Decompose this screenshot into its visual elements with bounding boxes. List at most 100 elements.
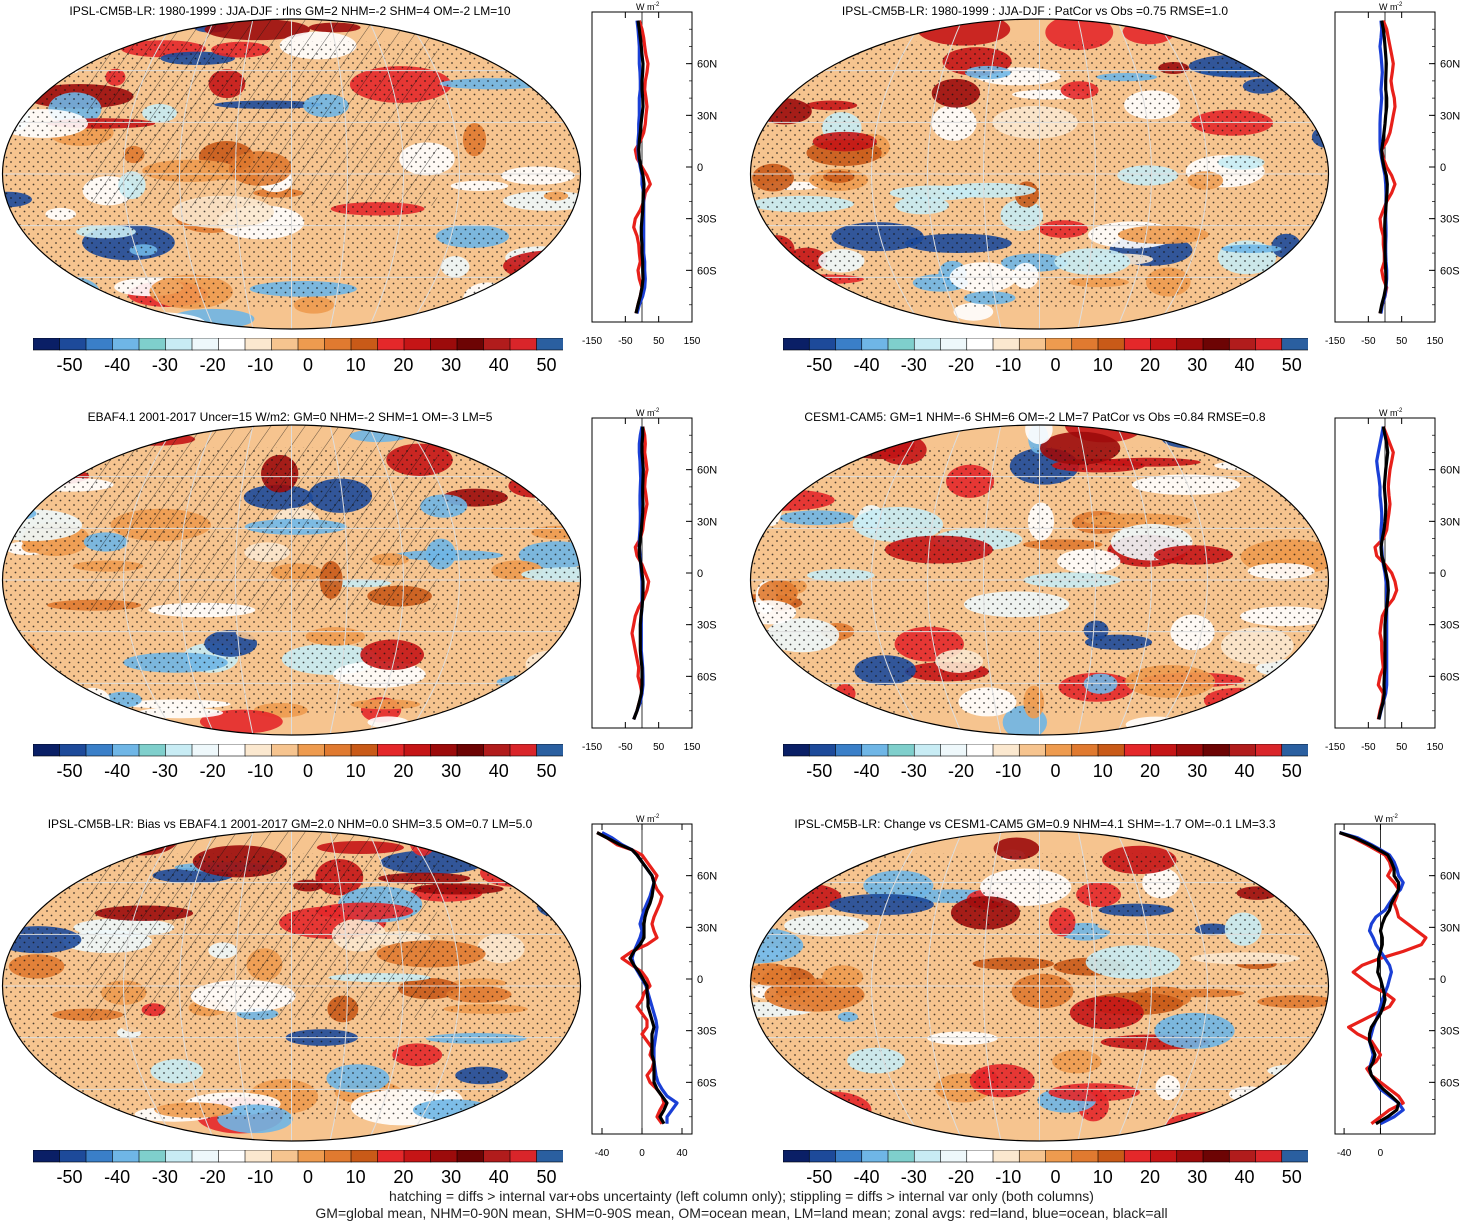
colorbar <box>783 744 1308 757</box>
colorbar-swatch <box>861 1150 889 1163</box>
colorbar-tick-label: -50 <box>56 355 83 375</box>
anomaly-blob <box>1125 716 1187 733</box>
meridian-line <box>123 425 177 735</box>
anomaly-blob <box>505 296 532 317</box>
colorbar-swatch <box>835 338 863 351</box>
colorbar-tick-label: 20 <box>1139 355 1161 375</box>
colorbar-swatch <box>1202 744 1231 757</box>
colorbar-swatch <box>887 1150 916 1163</box>
anomaly-blob <box>57 309 81 329</box>
x-tick-label: -150 <box>582 336 602 347</box>
colorbar-labels: -50 -40 -30 -20 -10 0 10 20 30 40 50 <box>33 355 563 379</box>
lat-tick-label: 0 <box>1440 568 1446 580</box>
colorbar-tick-label: 0 <box>302 1167 313 1187</box>
colorbar-tick-label: -50 <box>806 761 833 781</box>
colorbar-swatch <box>1018 744 1047 757</box>
zonal-mean-plot: 60N 30N 0 30S 60S -40 0 W m -2 <box>1334 814 1460 1159</box>
map-border <box>1 830 582 1142</box>
colorbar-swatch <box>1150 744 1178 757</box>
anomaly-blob <box>2 1058 20 1093</box>
lat-tick-label: 60N <box>697 59 717 71</box>
colorbar-tick-label: 10 <box>345 1167 366 1187</box>
colorbar-swatch <box>85 338 114 351</box>
meridian-line <box>871 425 925 735</box>
colorbar <box>783 338 1308 351</box>
zonal-mean-plot: 60N 30N 0 30S 60S -150 -50 50 150 W m -2 <box>1325 408 1460 753</box>
colorbar-tick-label: -30 <box>900 1167 927 1187</box>
anomaly-blob <box>105 831 169 848</box>
colorbar-swatch <box>324 1150 352 1163</box>
panel-title: EBAF4.1 2001-2017 Uncer=15 W/m2: GM=0 NH… <box>87 410 493 424</box>
x-tick-label: 0 <box>639 1148 645 1159</box>
anomaly-blob <box>518 700 581 730</box>
panel-title: CESM1-CAM5: GM=1 NHM=-6 SHM=6 OM=-2 LM=7… <box>804 410 1266 424</box>
lat-tick-label: 30S <box>697 1026 717 1038</box>
colorbar-tick-label: 20 <box>393 761 414 781</box>
colorbar-swatch <box>1202 338 1231 351</box>
colorbar-swatch <box>456 338 485 351</box>
colorbar-labels: -50 -40 -30 -20 -10 0 10 20 30 40 50 <box>783 355 1308 379</box>
meridian-line <box>1154 19 1208 329</box>
colorbar-tick-label: 20 <box>1139 761 1161 781</box>
colorbar-swatch <box>324 338 352 351</box>
colorbar-tick-label: 30 <box>1187 761 1208 781</box>
units-label: W m <box>1379 2 1398 12</box>
anomaly-blob <box>823 1122 896 1141</box>
world-map <box>749 830 1330 1142</box>
colorbar-swatch <box>350 1150 379 1163</box>
colorbar-swatch <box>536 1150 563 1163</box>
colorbar-swatch <box>992 1150 1021 1163</box>
colorbar-swatch <box>244 338 273 351</box>
anomaly-blob <box>828 425 911 442</box>
colorbar-swatch <box>1255 744 1283 757</box>
colorbar-swatch <box>1176 1150 1204 1163</box>
meridian-line <box>368 425 404 735</box>
colorbar-swatch <box>1176 338 1204 351</box>
colorbar-swatch <box>456 1150 485 1163</box>
map-border <box>1 424 582 736</box>
colorbar-swatch <box>1255 1150 1283 1163</box>
colorbar-swatch <box>350 744 379 757</box>
colorbar-swatch <box>783 338 811 351</box>
colorbar-tick-label: -30 <box>151 355 178 375</box>
hatching <box>87 19 438 206</box>
anomaly-blob <box>490 685 536 717</box>
colorbar-swatch <box>430 744 458 757</box>
colorbar-swatch <box>966 1150 994 1163</box>
lat-tick-label: 0 <box>1440 974 1446 986</box>
anomaly-blob <box>1217 1113 1269 1135</box>
colorbar-swatch <box>913 744 942 757</box>
zonal-mean-plot: 60N 30N 0 30S 60S -150 -50 50 150 W m -2 <box>582 2 717 347</box>
colorbar-swatch <box>940 1150 968 1163</box>
x-tick-label: 50 <box>1396 336 1408 347</box>
colorbar-swatch <box>430 1150 458 1163</box>
colorbar-swatch <box>808 744 837 757</box>
colorbar-swatch <box>509 1150 538 1163</box>
colorbar-swatch <box>59 338 87 351</box>
meridian-line <box>927 19 963 329</box>
units-label: W m <box>636 2 655 12</box>
colorbar-tick-label: 10 <box>1092 1167 1113 1187</box>
hatching <box>87 831 438 1018</box>
colorbar-swatch <box>1045 744 1073 757</box>
meridian-line <box>329 19 348 329</box>
meridian-line <box>1116 425 1152 735</box>
colorbar-labels: -50 -40 -30 -20 -10 0 10 20 30 40 50 <box>33 1167 563 1191</box>
colorbar-tick-label: 30 <box>441 1167 462 1187</box>
colorbar-tick-label: -40 <box>853 1167 880 1187</box>
colorbar-tick-label: -10 <box>247 1167 274 1187</box>
anomaly-blob <box>170 308 255 329</box>
world-map <box>1 18 582 330</box>
anomaly-blob <box>483 713 531 735</box>
lat-tick-label: 0 <box>1440 162 1446 174</box>
anomaly-blob <box>2 649 30 680</box>
colorbar-swatch <box>1202 1150 1231 1163</box>
zonal-mean-plot: 60N 30N 0 30S 60S -150 -50 50 150 W m -2 <box>1325 2 1460 347</box>
lat-tick-label: 60S <box>697 1077 717 1089</box>
lat-tick-label: 30S <box>1440 1026 1460 1038</box>
units-exponent: -2 <box>654 2 660 8</box>
map-border <box>749 18 1330 330</box>
colorbar-swatch <box>509 744 538 757</box>
anomaly-blob <box>1267 1113 1320 1127</box>
colorbar-swatch <box>861 744 889 757</box>
